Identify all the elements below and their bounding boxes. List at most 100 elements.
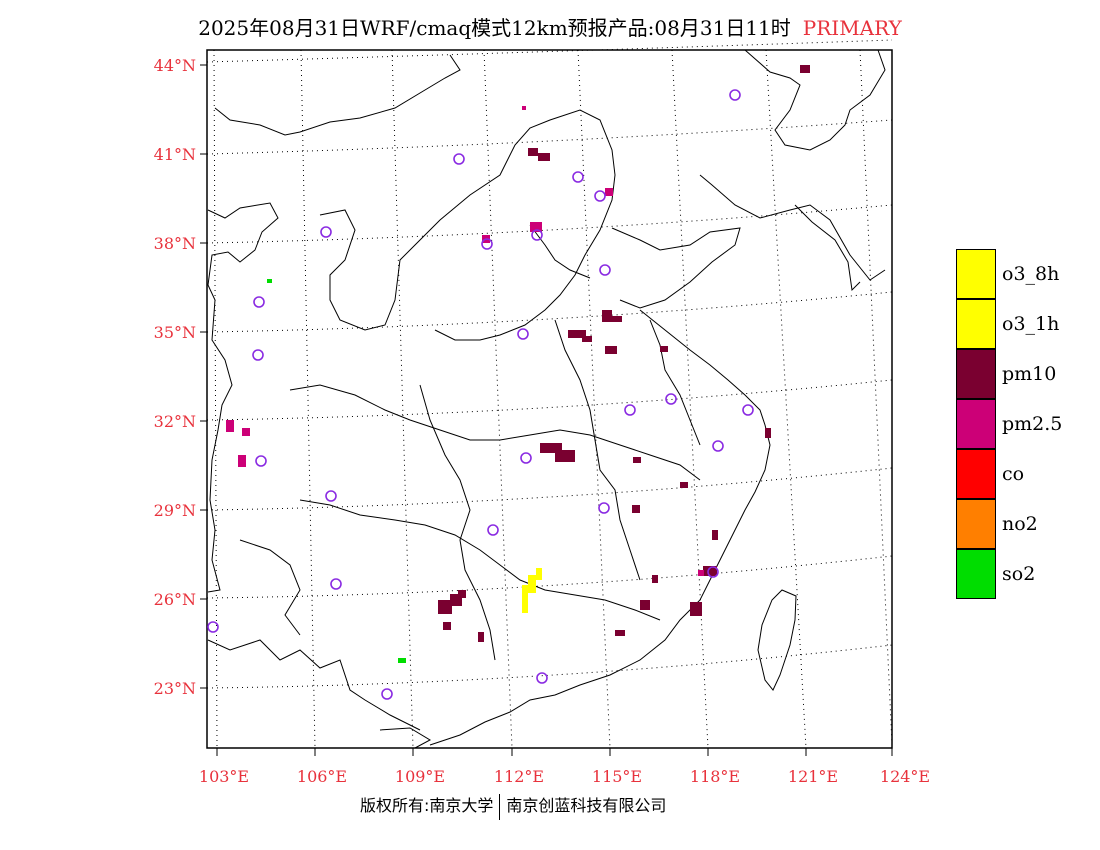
legend-swatch xyxy=(956,249,996,299)
pm25-cell xyxy=(238,455,246,467)
legend-label: o3_8h xyxy=(1002,263,1060,285)
pm10-cell xyxy=(765,428,771,438)
legend-label: pm10 xyxy=(1002,363,1057,385)
province-line-1 xyxy=(319,109,616,341)
pm10-cell xyxy=(632,505,640,513)
province-line-2 xyxy=(289,384,701,481)
pm10-cell xyxy=(555,450,575,462)
legend-label: so2 xyxy=(1002,563,1036,585)
pm10-cell xyxy=(800,65,810,73)
lat-labels: 44°N 41°N 38°N 35°N 32°N 29°N 26°N 23°N xyxy=(154,56,196,698)
lat-label: 32°N xyxy=(154,412,196,431)
o3-cell xyxy=(536,568,542,580)
station-marker xyxy=(207,621,219,633)
lat-label: 41°N xyxy=(154,145,196,164)
pm10-cells xyxy=(438,65,810,642)
legend-swatch xyxy=(956,549,996,599)
lon-label: 106°E xyxy=(297,767,347,786)
copyright-footer: 版权所有:南京大学 南京创蓝科技有限公司 xyxy=(360,792,666,820)
footer-left: 版权所有:南京大学 xyxy=(360,796,494,815)
lat-label: 26°N xyxy=(154,590,196,609)
station-marker xyxy=(665,393,677,405)
so2-cell xyxy=(398,658,406,663)
pm10-cell xyxy=(640,600,650,610)
station-marker xyxy=(320,226,332,238)
pm10-cell xyxy=(680,482,688,488)
station-marker xyxy=(594,190,606,202)
legend-swatch xyxy=(956,449,996,499)
station-marker xyxy=(742,404,754,416)
pm25-cell xyxy=(605,188,613,196)
shandong-coast xyxy=(611,227,741,309)
title-main: 2025年08月31日WRF/cmaq模式12km预报产品:08月31日11时 xyxy=(198,16,791,40)
pm10-cell xyxy=(703,566,717,576)
bohai-coast xyxy=(699,174,886,281)
station-marker xyxy=(330,578,342,590)
legend-label: co xyxy=(1002,463,1025,485)
pm10-cell xyxy=(458,590,466,598)
western-border xyxy=(207,202,279,593)
lon-label: 112°E xyxy=(494,767,544,786)
legend-label: pm2.5 xyxy=(1002,413,1063,435)
so2-cells xyxy=(267,279,406,663)
pm25-cell xyxy=(522,106,526,110)
pm10-cell xyxy=(605,346,617,354)
legend-label: o3_1h xyxy=(1002,313,1060,335)
parallel-23 xyxy=(206,644,893,689)
southwest-border xyxy=(207,639,421,731)
pm25-cell xyxy=(530,222,542,232)
pm10-cell xyxy=(652,575,658,583)
meridian-106 xyxy=(300,49,316,749)
footer-right: 南京创蓝科技有限公司 xyxy=(506,796,667,815)
parallel-35 xyxy=(206,291,893,333)
hainan-outline xyxy=(379,727,432,749)
parallel-41 xyxy=(206,119,893,155)
taiwan-outline xyxy=(757,589,797,691)
station-marker xyxy=(599,264,611,276)
pm10-cell xyxy=(443,622,451,630)
o3-cell xyxy=(522,585,528,613)
northern-border xyxy=(214,54,461,136)
meridian-112 xyxy=(483,49,513,749)
pm10-cell xyxy=(538,153,550,161)
province-line-4 xyxy=(419,384,496,661)
station-marker xyxy=(487,524,499,536)
pm25-cell xyxy=(242,428,250,436)
pm10-cell xyxy=(582,336,592,342)
lat-label: 44°N xyxy=(154,56,196,75)
lon-labels: 103°E 106°E 109°E 112°E 115°E 118°E 121°… xyxy=(199,767,930,786)
pm10-cell xyxy=(712,530,718,540)
pm10-cell xyxy=(615,630,625,636)
o3-cells xyxy=(522,568,542,613)
pm25-cell xyxy=(226,420,234,432)
east-coast xyxy=(429,309,771,746)
lon-label: 115°E xyxy=(592,767,642,786)
lon-label: 103°E xyxy=(199,767,249,786)
legend-swatch xyxy=(956,299,996,349)
pm10-cell xyxy=(568,330,586,338)
station-marker xyxy=(255,455,267,467)
station-marker xyxy=(598,502,610,514)
station-marker xyxy=(712,440,724,452)
province-line-3 xyxy=(299,499,661,621)
province-line-7 xyxy=(239,539,301,636)
lon-label: 109°E xyxy=(395,767,445,786)
parallel-26 xyxy=(206,555,893,599)
pm10-cell xyxy=(540,443,562,453)
lat-ticks xyxy=(200,64,207,689)
lon-label: 124°E xyxy=(880,767,930,786)
legend-swatch xyxy=(956,349,996,399)
station-marker xyxy=(729,89,741,101)
province-line-6 xyxy=(649,319,701,446)
northeast-border xyxy=(744,49,886,151)
station-markers xyxy=(207,89,754,700)
lat-label: 38°N xyxy=(154,234,196,253)
pm25-cell xyxy=(698,570,704,576)
pm10-cell xyxy=(633,457,641,463)
station-marker xyxy=(253,296,265,308)
station-marker xyxy=(536,672,548,684)
meridian-115 xyxy=(577,49,611,749)
legend-swatch xyxy=(956,399,996,449)
pm10-cell xyxy=(690,602,702,616)
